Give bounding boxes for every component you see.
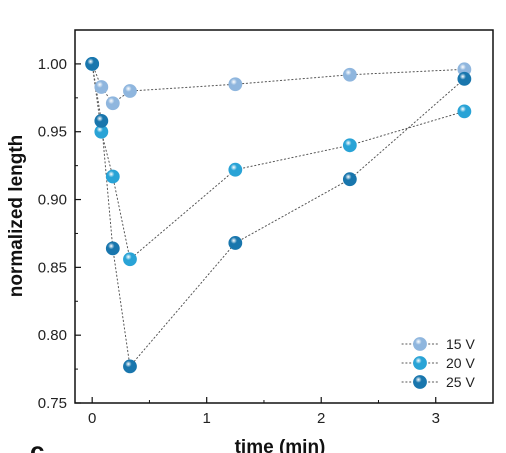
y-tick-label: 0.95 bbox=[38, 124, 67, 141]
legend-marker-20-v bbox=[413, 356, 427, 370]
data-point-25-v bbox=[457, 71, 472, 86]
data-point-25-v bbox=[123, 359, 137, 374]
x-tick-label: 2 bbox=[317, 410, 325, 427]
data-point-25-v bbox=[94, 113, 109, 128]
y-tick-label: 0.90 bbox=[38, 192, 67, 209]
data-point-25-v bbox=[85, 57, 100, 71]
legend-marker-25-v bbox=[413, 375, 427, 389]
legend-label-20-v: 20 V bbox=[446, 355, 475, 371]
y-axis-title: normalized length bbox=[6, 135, 27, 298]
y-tick-label: 0.85 bbox=[38, 259, 67, 276]
x-tick-label: 3 bbox=[432, 410, 440, 427]
plot-frame bbox=[74, 29, 494, 404]
x-tick-label: 0 bbox=[88, 410, 96, 427]
legend: 15 V 20 V 25 V bbox=[401, 336, 475, 390]
legend-label-25-v: 25 V bbox=[446, 374, 475, 390]
legend-marker-15-v bbox=[413, 337, 427, 351]
y-tick-label: 0.80 bbox=[38, 327, 67, 344]
data-point-15-v bbox=[105, 96, 120, 111]
data-point-15-v bbox=[228, 77, 243, 92]
data-point-20-v bbox=[228, 162, 243, 177]
data-point-25-v bbox=[342, 172, 357, 187]
y-tick-label: 1.00 bbox=[38, 56, 67, 73]
data-point-25-v bbox=[228, 236, 243, 250]
data-point-15-v bbox=[342, 67, 357, 82]
y-tick-label: 0.75 bbox=[38, 395, 67, 412]
data-point-15-v bbox=[94, 80, 109, 94]
data-point-20-v bbox=[342, 138, 357, 153]
y-axis: 0.75 0.80 0.85 0.90 0.95 1.00 bbox=[38, 56, 81, 412]
panel-letter: c bbox=[30, 436, 44, 453]
series-line-25-v bbox=[91, 63, 465, 368]
x-axis-title: time (min) bbox=[235, 437, 326, 453]
data-point-20-v bbox=[123, 252, 137, 267]
plot-marks bbox=[85, 57, 472, 374]
series-line-15-v bbox=[91, 63, 465, 104]
x-tick-label: 1 bbox=[203, 410, 211, 427]
data-point-20-v bbox=[457, 104, 472, 119]
legend-label-15-v: 15 V bbox=[446, 336, 475, 352]
data-point-15-v bbox=[123, 84, 137, 98]
data-point-25-v bbox=[105, 241, 120, 256]
x-axis: 0 1 2 3 bbox=[88, 397, 440, 427]
series-line-20-v bbox=[91, 63, 465, 261]
data-point-20-v bbox=[105, 169, 120, 184]
